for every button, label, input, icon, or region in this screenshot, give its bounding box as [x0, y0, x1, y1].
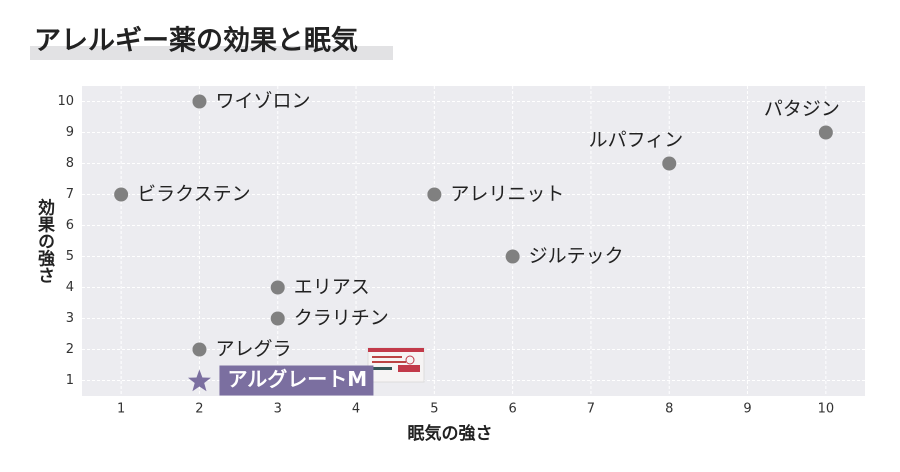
point-label: アレリニット — [450, 183, 564, 205]
x-tick-label: 8 — [665, 402, 673, 417]
x-tick-label: 10 — [818, 402, 835, 417]
x-tick-label: 3 — [274, 402, 282, 417]
x-axis-label: 眠気の強さ — [408, 423, 493, 444]
x-tick-label: 6 — [509, 402, 517, 417]
product-line — [372, 356, 402, 358]
x-tick-label: 1 — [117, 402, 125, 417]
point-label: ワイゾロン — [215, 90, 310, 112]
point — [505, 249, 520, 264]
point-label: アレグラ — [215, 338, 291, 360]
point-label: ジルテック — [529, 245, 624, 267]
point-label: エリアス — [294, 276, 370, 298]
y-tick-label: 9 — [66, 125, 74, 140]
plot-area — [82, 86, 865, 396]
point — [270, 280, 285, 295]
highlight-label-bg — [219, 365, 374, 396]
y-tick-label: 5 — [66, 249, 74, 264]
x-tick-label: 7 — [587, 402, 595, 417]
product-badge — [398, 365, 420, 372]
point — [662, 156, 677, 171]
product-logo — [405, 355, 415, 365]
y-tick-label: 6 — [66, 218, 74, 233]
highlight-star — [188, 369, 211, 392]
product-stripe — [368, 348, 424, 352]
point-label: クラリチン — [294, 307, 389, 329]
point — [270, 311, 285, 326]
point-label: パタジン — [764, 98, 840, 120]
y-axis-label: 効果の強さ — [34, 197, 55, 283]
point — [192, 342, 207, 357]
y-tick-label: 2 — [66, 342, 74, 357]
y-tick-label: 8 — [66, 156, 74, 171]
y-tick-label: 10 — [57, 94, 74, 109]
x-tick-label: 9 — [743, 402, 751, 417]
y-tick-label: 1 — [66, 373, 74, 388]
point — [818, 125, 833, 140]
point — [114, 187, 129, 202]
product-line — [372, 361, 406, 363]
point-label: ビラクステン — [137, 183, 250, 205]
y-tick-label: 4 — [66, 280, 74, 295]
highlight-label: アルグレートM — [227, 367, 367, 391]
x-tick-label: 4 — [352, 402, 360, 417]
chart-title: アレルギー薬の効果と眠気 — [34, 25, 358, 57]
y-tick-label: 7 — [66, 187, 74, 202]
point — [427, 187, 442, 202]
x-tick-label: 5 — [430, 402, 438, 417]
grid — [82, 86, 865, 396]
point — [192, 94, 207, 109]
product-line — [372, 367, 392, 370]
title-highlight — [30, 46, 393, 60]
y-tick-label: 3 — [66, 311, 74, 326]
point-label: ルパフィン — [589, 129, 684, 151]
x-tick-label: 2 — [195, 402, 203, 417]
product-image — [367, 347, 425, 383]
